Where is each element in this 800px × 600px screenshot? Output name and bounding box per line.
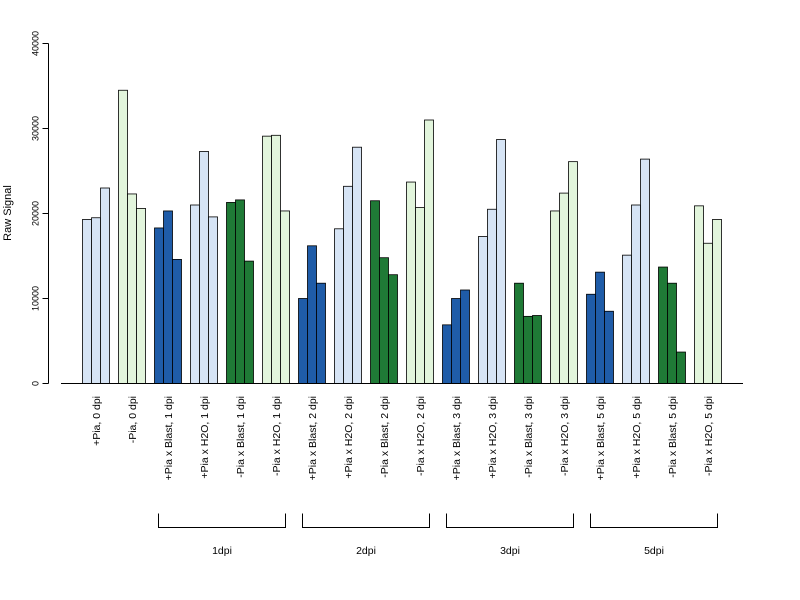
y-tick-label: 20000 [31, 201, 41, 226]
bar [559, 192, 569, 384]
bar [226, 202, 236, 384]
bar [406, 181, 416, 384]
bar [523, 315, 533, 384]
bar [415, 207, 425, 384]
category-label: +Pia x Blast, 3 dpi [451, 396, 463, 480]
bar [370, 200, 380, 384]
category-label: +Pia x H2O, 1 dpi [199, 396, 211, 479]
category-label: -Pia x Blast, 2 dpi [379, 396, 391, 478]
bar [334, 228, 344, 384]
category-label: -Pia x H2O, 2 dpi [415, 396, 427, 476]
bar [190, 204, 200, 384]
y-tick-label: 10000 [31, 286, 41, 311]
bar [262, 135, 272, 384]
y-tick-label: 0 [31, 381, 41, 386]
bar [244, 260, 254, 384]
bar [442, 324, 452, 384]
bar [568, 161, 578, 384]
bar [703, 242, 713, 384]
category-label: +Pia x Blast, 2 dpi [307, 396, 319, 480]
group-brackets: 1dpi 2dpi 3dpi 5dpi [158, 513, 718, 557]
bar [496, 139, 506, 384]
bars [82, 89, 722, 384]
group-label: 5dpi [644, 545, 664, 557]
bar [208, 216, 218, 384]
bar [550, 210, 560, 384]
category-label: -Pia x H2O, 3 dpi [559, 396, 571, 476]
bar [154, 227, 164, 384]
bar [532, 315, 542, 384]
group-label: 2dpi [356, 545, 376, 557]
bar [379, 257, 389, 384]
bar [91, 217, 101, 384]
bar [658, 266, 668, 384]
category-label: +Pia x H2O, 3 dpi [487, 396, 499, 479]
bar [460, 289, 470, 384]
y-axis-title: Raw Signal [2, 185, 14, 241]
bar [388, 274, 398, 384]
bar [622, 254, 632, 384]
category-label: +Pia x Blast, 1 dpi [163, 396, 175, 480]
bar [586, 293, 596, 384]
bar [514, 282, 524, 384]
y-tick-label: 30000 [31, 116, 41, 141]
bar [343, 185, 353, 384]
y-tick-label: 40000 [31, 31, 41, 56]
group-bracket [158, 513, 286, 528]
bar [100, 187, 110, 384]
category-label: -Pia x H2O, 5 dpi [703, 396, 715, 476]
category-label: +Pia x Blast, 5 dpi [595, 396, 607, 480]
bar [82, 219, 92, 384]
bar [595, 271, 605, 384]
bar [487, 208, 497, 384]
bar [280, 210, 290, 384]
bar [694, 205, 704, 384]
bar [298, 298, 308, 384]
category-label: -Pia, 0 dpi [127, 396, 139, 443]
y-axis: 0 10000 20000 30000 40000 [31, 31, 49, 386]
category-label: -Pia x H2O, 1 dpi [271, 396, 283, 476]
category-label: +Pia x H2O, 5 dpi [631, 396, 643, 479]
category-labels: +Pia, 0 dpi -Pia, 0 dpi +Pia x Blast, 1 dp… [91, 396, 715, 480]
bar [424, 119, 434, 384]
category-label: -Pia x Blast, 5 dpi [667, 396, 679, 478]
bar [604, 310, 614, 384]
bar [271, 134, 281, 384]
bar [667, 282, 677, 384]
bar [172, 258, 182, 384]
category-label: +Pia x H2O, 2 dpi [343, 396, 355, 479]
bar [127, 193, 137, 384]
category-label: -Pia x Blast, 1 dpi [235, 396, 247, 478]
bar [316, 282, 326, 384]
category-label: +Pia, 0 dpi [91, 396, 103, 446]
bar [352, 146, 362, 384]
group-label: 1dpi [212, 545, 232, 557]
group-bracket [302, 513, 430, 528]
bar [199, 151, 209, 384]
bar [307, 245, 317, 384]
bar [478, 236, 488, 384]
bar [163, 210, 173, 384]
group-bracket [446, 513, 574, 528]
category-label: -Pia x Blast, 3 dpi [523, 396, 535, 478]
bar [451, 298, 461, 384]
group-bracket [590, 513, 718, 528]
bar [640, 158, 650, 384]
bar [712, 219, 722, 384]
bar [631, 204, 641, 384]
bar [136, 207, 146, 384]
bar [235, 199, 245, 384]
bar [676, 351, 686, 384]
group-label: 3dpi [500, 545, 520, 557]
bar [118, 89, 128, 384]
